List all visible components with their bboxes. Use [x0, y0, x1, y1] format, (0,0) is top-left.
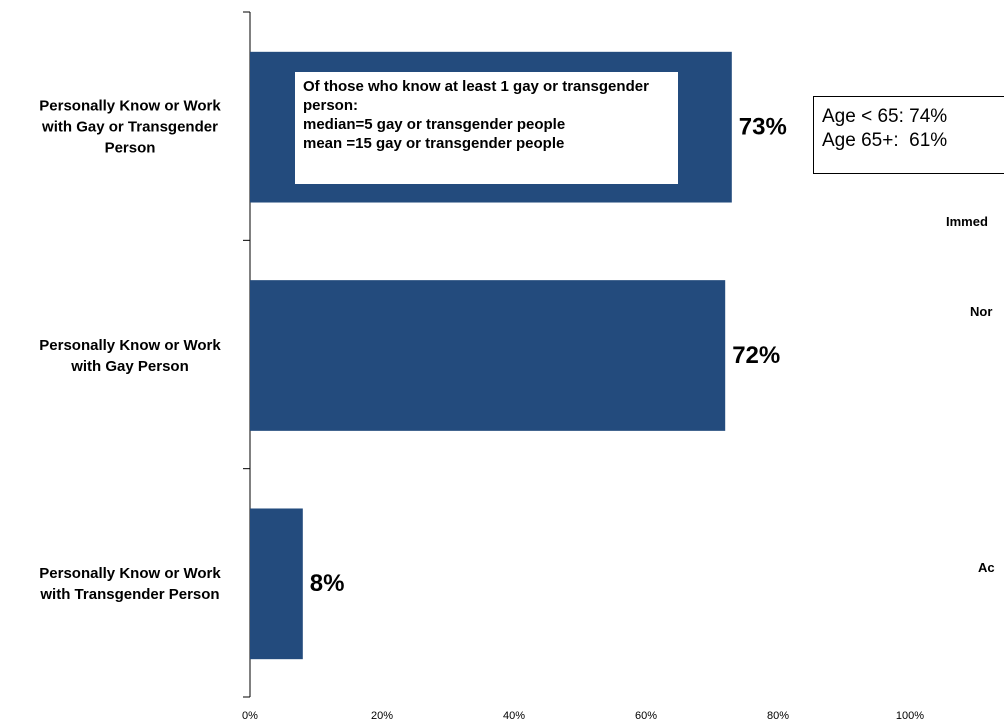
bar — [250, 280, 726, 431]
x-tick-label: 0% — [242, 710, 258, 722]
note-line: Of those who know at least 1 gay or tran… — [303, 78, 649, 114]
note-box: Of those who know at least 1 gay or tran… — [295, 72, 678, 184]
category-label: Personally Know or Work with Gay Person — [39, 336, 221, 375]
x-tick-label: 40% — [503, 710, 525, 722]
data-label: 8% — [310, 570, 345, 597]
age-line: Age 65+: 61% — [822, 130, 948, 151]
category-label: Personally Know or Work with Gay or Tran… — [39, 97, 221, 157]
x-tick-label: 100% — [896, 710, 924, 722]
note-line: mean =15 gay or transgender people — [303, 135, 565, 152]
age-box: Age < 65: 74% Age 65+: 61% — [813, 96, 1004, 174]
bar — [250, 508, 303, 660]
x-tick-label: 60% — [635, 710, 657, 722]
x-tick-label: 80% — [767, 710, 789, 722]
note-line: median=5 gay or transgender people — [303, 116, 566, 133]
category-label: Personally Know or Work with Transgender… — [39, 564, 221, 603]
cut-label: Ac — [978, 560, 995, 575]
cut-label: Nor — [970, 304, 993, 319]
cut-label: Immed — [946, 214, 988, 229]
age-line: Age < 65: 74% — [822, 106, 948, 127]
data-label: 72% — [732, 342, 780, 369]
x-tick-label: 20% — [371, 710, 393, 722]
data-label: 73% — [739, 114, 787, 141]
